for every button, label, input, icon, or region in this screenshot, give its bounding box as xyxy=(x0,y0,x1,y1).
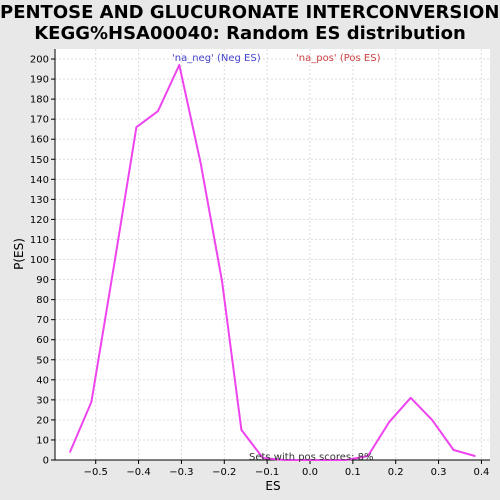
data-point xyxy=(221,280,223,283)
data-point xyxy=(69,451,71,453)
axes: 0 10 20 30 40 50 60 70 80 90 100 110 120 130 140 150 160… xyxy=(30,49,490,478)
legend-pos: 'na_pos' (Pos ES) xyxy=(296,53,381,64)
data-point xyxy=(431,419,433,421)
y-tick-label: 130 xyxy=(30,195,49,206)
data-point xyxy=(90,401,93,403)
data-point xyxy=(367,455,369,457)
x-tick-label: 0.2 xyxy=(388,467,404,478)
y-tick-label: 140 xyxy=(30,175,49,186)
x-tick-label: −0.2 xyxy=(212,467,236,478)
y-tick-label: 180 xyxy=(30,95,49,106)
y-tick-label: 60 xyxy=(36,335,49,346)
y-tick-label: 170 xyxy=(30,115,49,126)
data-point xyxy=(157,110,159,112)
data-point xyxy=(304,459,307,461)
data-point xyxy=(388,421,391,423)
y-tick-label: 10 xyxy=(36,435,49,446)
x-tick-label: −0.1 xyxy=(255,467,279,478)
chart-title-line-1: PENTOSE AND GLUCURONATE INTERCONVERSIONS… xyxy=(0,2,500,23)
series-line xyxy=(69,64,476,461)
y-tick-label: 80 xyxy=(36,295,49,306)
data-point xyxy=(114,258,116,261)
y-tick-label: 150 xyxy=(30,155,49,166)
x-tick-label: 0.1 xyxy=(345,467,361,478)
y-tick-label: 200 xyxy=(30,55,49,66)
x-tick-label: 0.3 xyxy=(431,467,447,478)
data-point xyxy=(262,457,264,459)
legend-neg: 'na_neg' (Neg ES) xyxy=(172,53,261,64)
pos-scores-annotation: Sets with pos scores: 8% xyxy=(249,452,374,463)
data-point xyxy=(474,455,476,457)
y-tick-label: 90 xyxy=(36,275,49,286)
data-point xyxy=(409,397,412,399)
x-tick-label: 0.0 xyxy=(302,467,318,478)
y-axis-label: P(ES) xyxy=(12,238,26,270)
x-axis-label: ES xyxy=(265,479,280,493)
data-point xyxy=(452,449,455,451)
data-point xyxy=(326,459,328,461)
data-point xyxy=(135,126,138,128)
grid xyxy=(55,49,490,461)
data-point xyxy=(178,64,181,66)
y-tick-label: 20 xyxy=(36,415,49,426)
y-tick-label: 110 xyxy=(30,235,49,246)
y-tick-label: 0 xyxy=(43,456,49,467)
y-tick-label: 30 xyxy=(36,395,49,406)
y-tick-label: 40 xyxy=(36,375,49,386)
data-point xyxy=(345,459,348,461)
data-point xyxy=(199,162,202,165)
y-tick-label: 70 xyxy=(36,315,49,326)
data-point xyxy=(240,429,243,431)
x-tick-label: 0.4 xyxy=(473,467,489,478)
y-tick-label: 190 xyxy=(30,75,49,86)
y-tick-label: 160 xyxy=(30,135,49,146)
y-tick-label: 100 xyxy=(30,255,49,266)
x-tick-label: −0.4 xyxy=(126,467,150,478)
y-tick-label: 120 xyxy=(30,215,49,226)
x-tick-label: −0.5 xyxy=(84,467,108,478)
plot-area xyxy=(55,49,490,460)
series xyxy=(69,64,476,461)
y-tick-label: 50 xyxy=(36,355,49,366)
x-tick-label: −0.3 xyxy=(169,467,193,478)
data-point xyxy=(283,459,286,461)
chart-title-line-2: KEGG%HSA00040: Random ES distribution xyxy=(34,23,466,44)
